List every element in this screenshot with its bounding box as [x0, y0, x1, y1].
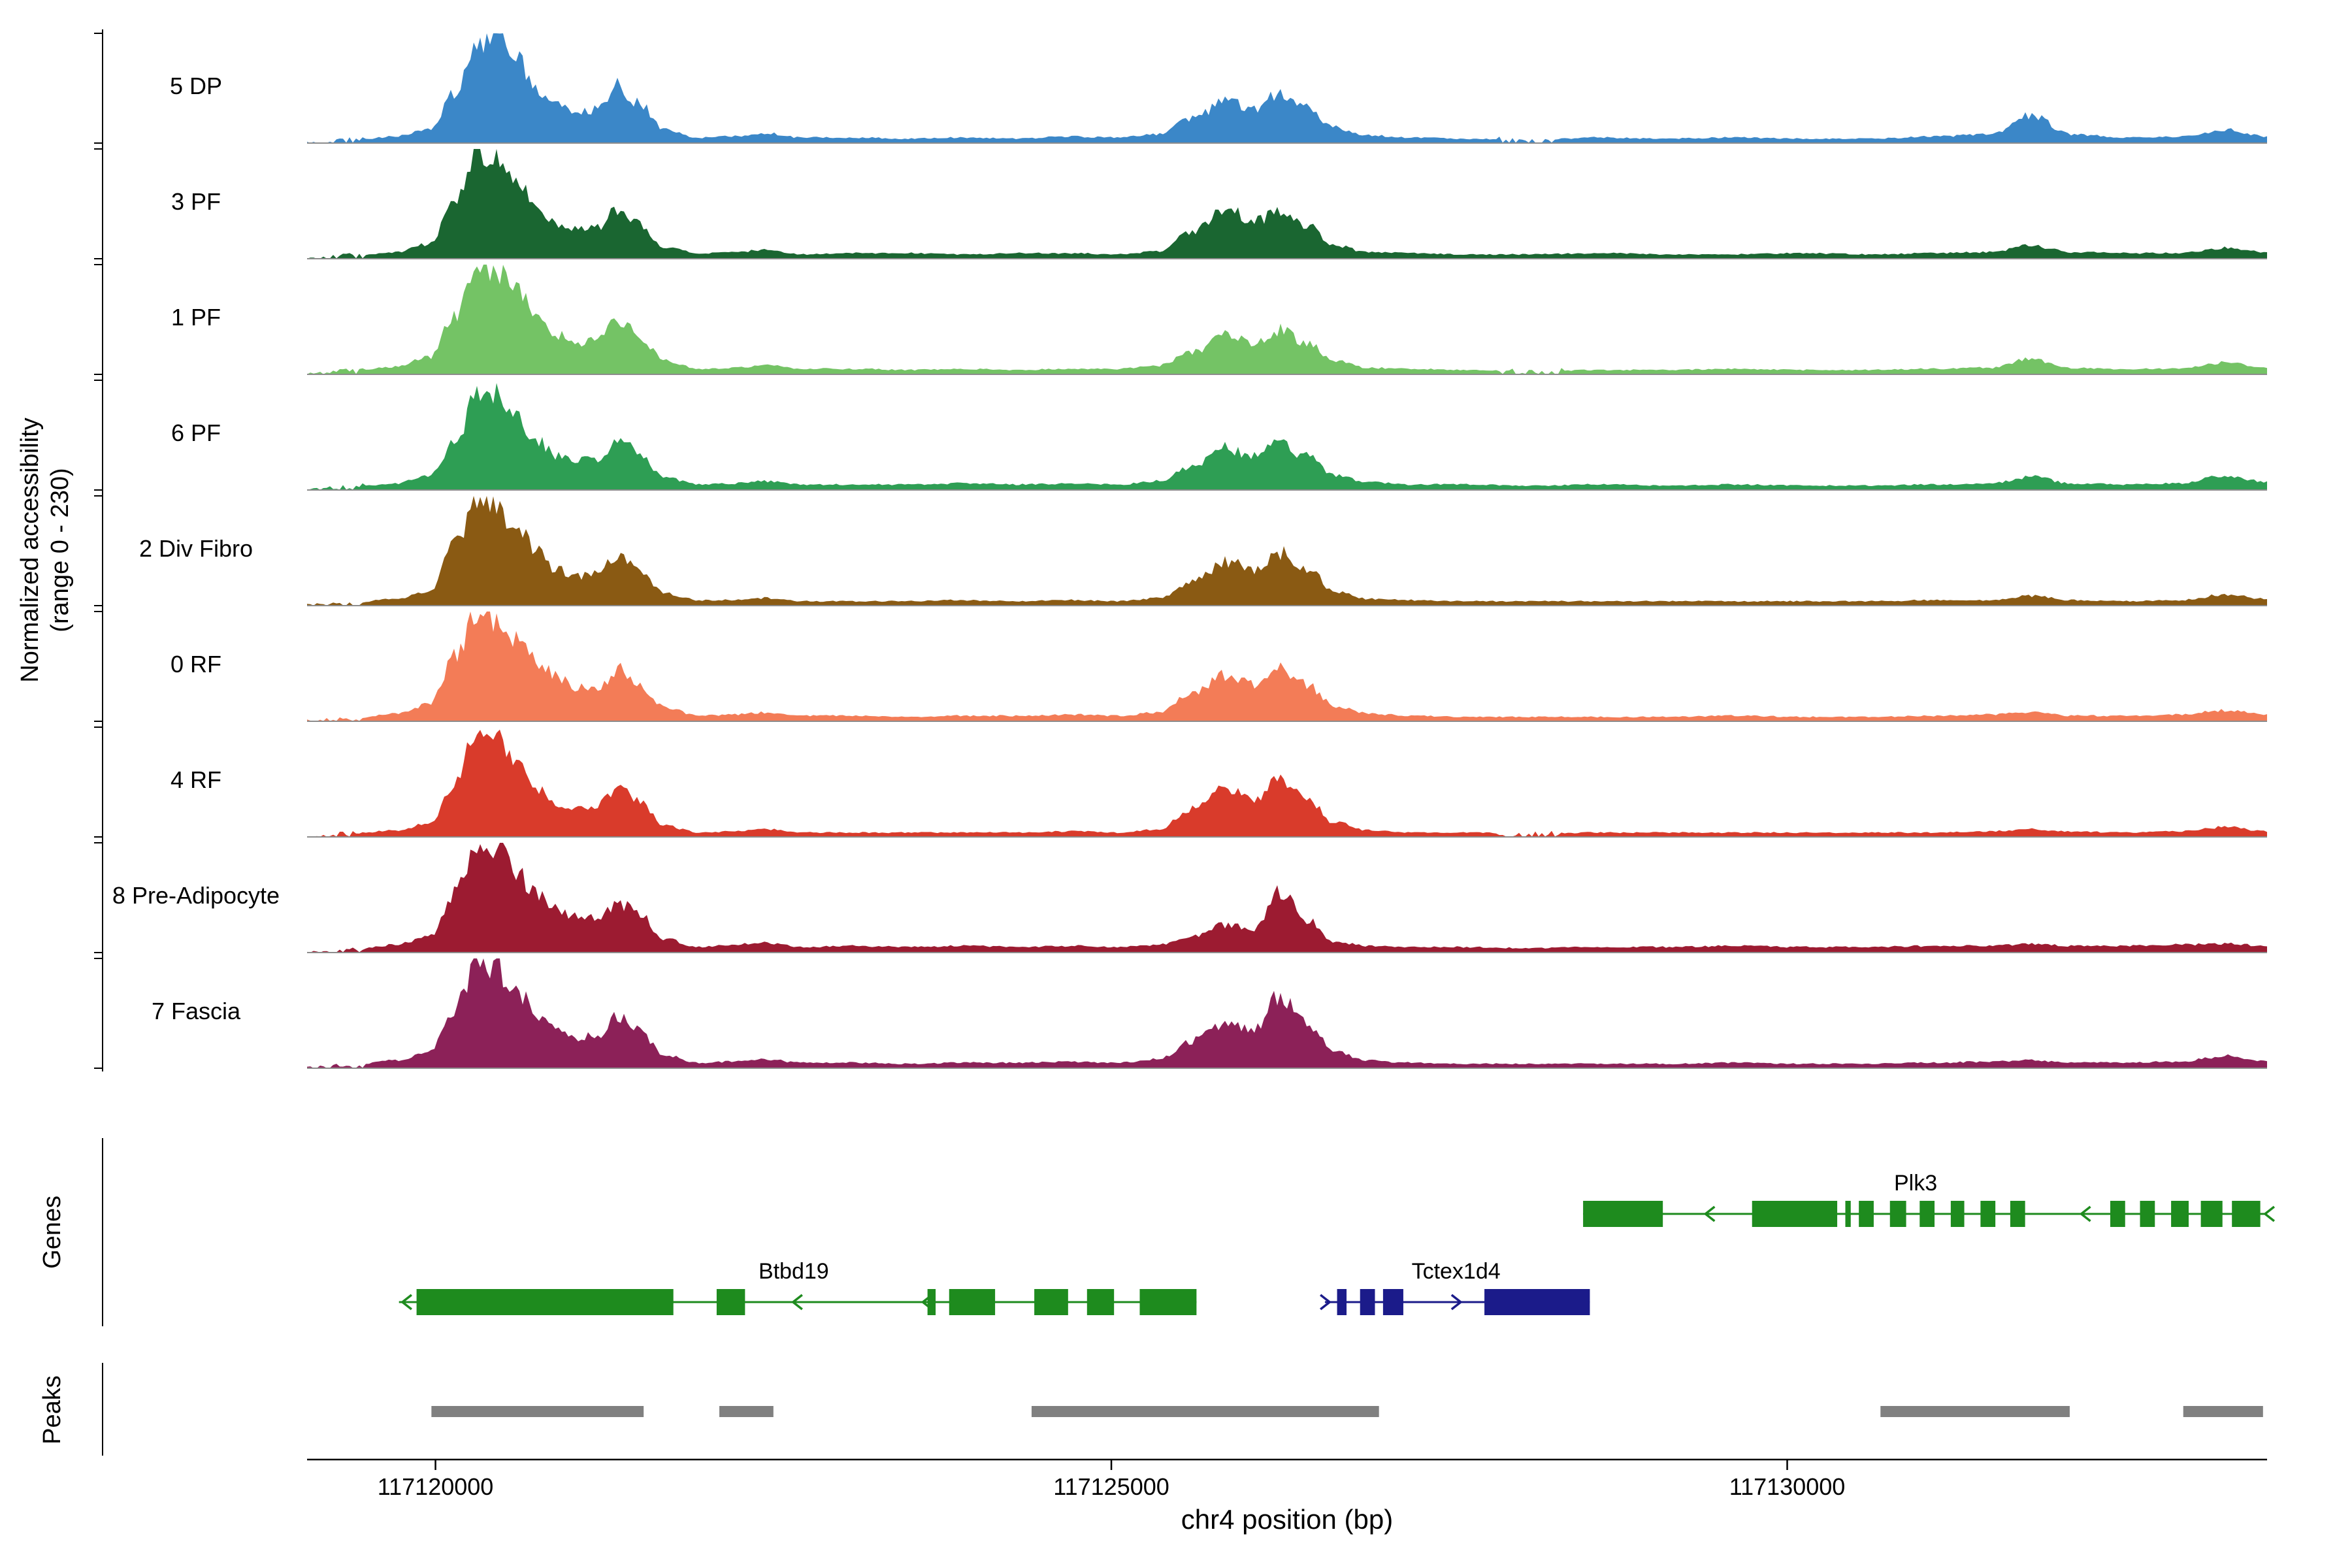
gene-label-btbd19: Btbd19 — [759, 1259, 829, 1284]
x-axis-tick-label-117125000: 117125000 — [1053, 1473, 1169, 1500]
coverage-track-6-pf — [307, 383, 2267, 490]
gene-exon-plk3-1 — [1583, 1201, 1663, 1227]
genes-section-label: Genes — [39, 1196, 66, 1269]
gene-exon-tctex1d4-2 — [1360, 1289, 1375, 1315]
peak-bar-5 — [2183, 1406, 2263, 1417]
gene-exon-btbd19-4 — [949, 1289, 996, 1315]
gene-exon-tctex1d4-3 — [1382, 1289, 1403, 1315]
gene-label-tctex1d4: Tctex1d4 — [1412, 1259, 1501, 1284]
x-axis-tick-label-117130000: 117130000 — [1729, 1473, 1846, 1500]
gene-strand-arrow-icon-btbd19 — [921, 1294, 933, 1311]
coverage-track-3-pf — [307, 149, 2267, 259]
gene-exon-btbd19-1 — [416, 1289, 674, 1315]
peak-bar-4 — [1880, 1406, 2070, 1417]
gene-exon-btbd19-7 — [1139, 1289, 1197, 1315]
gene-exon-plk3-10 — [2110, 1201, 2125, 1227]
gene-strand-arrow-icon-tctex1d4 — [1320, 1294, 1331, 1311]
gene-strand-arrow-icon-btbd19 — [400, 1294, 412, 1311]
coverage-track-0-rf — [307, 612, 2267, 721]
gene-exon-btbd19-6 — [1086, 1289, 1115, 1315]
track-label-4-rf: 4 RF — [171, 766, 221, 793]
gene-strand-arrow-icon-btbd19 — [791, 1294, 803, 1311]
gene-exon-plk3-11 — [2140, 1201, 2155, 1227]
coverage-track-1-pf — [307, 265, 2267, 374]
track-label-0-rf: 0 RF — [171, 651, 221, 678]
coverage-track-5-dp — [307, 33, 2267, 143]
coverage-track-2-div-fibro — [307, 496, 2267, 606]
gene-exon-plk3-2 — [1752, 1201, 1838, 1227]
gene-exon-btbd19-3 — [927, 1289, 936, 1315]
track-label-2-div-fibro: 2 Div Fibro — [139, 535, 253, 562]
x-axis-tick-label-117120000: 117120000 — [378, 1473, 494, 1500]
gene-exon-btbd19-5 — [1034, 1289, 1068, 1315]
gene-exon-tctex1d4-1 — [1337, 1289, 1347, 1315]
peak-bar-1 — [431, 1406, 644, 1417]
gene-strand-arrow-icon-plk3 — [2263, 1205, 2276, 1222]
peak-bar-2 — [719, 1406, 774, 1417]
track-label-6-pf: 6 PF — [171, 419, 221, 446]
coverage-track-8-pre-adipocyte — [307, 843, 2267, 953]
gene-exon-tctex1d4-4 — [1484, 1289, 1590, 1315]
peak-bar-3 — [1031, 1406, 1379, 1417]
gene-exon-btbd19-2 — [716, 1289, 745, 1315]
gene-exon-plk3-13 — [2200, 1201, 2223, 1227]
gene-exon-plk3-5 — [1889, 1201, 1906, 1227]
track-label-3-pf: 3 PF — [171, 188, 221, 215]
gene-strand-arrow-icon-plk3 — [1703, 1205, 1716, 1222]
gene-exon-plk3-3 — [1845, 1201, 1851, 1227]
track-label-8-pre-adipocyte: 8 Pre-Adipocyte — [112, 882, 280, 909]
gene-exon-plk3-12 — [2171, 1201, 2189, 1227]
y-axis-label-line1: Normalized accessibility — [16, 417, 44, 682]
gene-strand-arrow-icon-tctex1d4 — [1450, 1294, 1463, 1311]
gene-exon-plk3-14 — [2232, 1201, 2261, 1227]
peaks-section-label: Peaks — [39, 1375, 66, 1445]
gene-exon-plk3-4 — [1859, 1201, 1874, 1227]
track-label-7-fascia: 7 Fascia — [152, 998, 241, 1024]
gene-exon-plk3-7 — [1950, 1201, 1965, 1227]
track-label-1-pf: 1 PF — [171, 304, 221, 331]
gene-strand-arrow-icon-plk3 — [2079, 1205, 2091, 1222]
gene-label-plk3: Plk3 — [1894, 1171, 1937, 1196]
coverage-track-7-fascia — [307, 958, 2267, 1068]
y-axis-label-line2: (range 0 - 230) — [46, 468, 74, 632]
gene-exon-plk3-8 — [1980, 1201, 1996, 1227]
coverage-track-4-rf — [307, 729, 2267, 837]
gene-exon-plk3-9 — [2010, 1201, 2025, 1227]
x-axis-title: chr4 position (bp) — [1181, 1504, 1394, 1535]
track-label-5-dp: 5 DP — [170, 73, 222, 99]
gene-exon-plk3-6 — [1919, 1201, 1935, 1227]
